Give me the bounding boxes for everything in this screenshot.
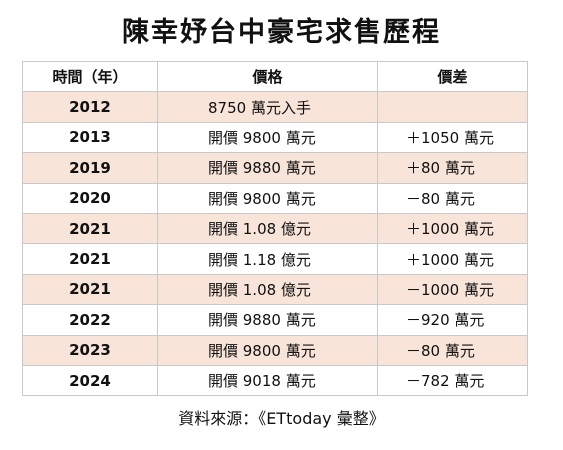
page-title: 陳幸妤台中豪宅求售歷程	[122, 17, 441, 48]
table-row: 2021 開價 1.18 億元 ＋1000 萬元	[22, 243, 528, 275]
cell-price: 開價 1.08 億元	[157, 212, 378, 245]
cell-year: 2024	[22, 364, 158, 397]
cell-diff: －920 萬元	[377, 304, 528, 336]
table-row: 2023 開價 9800 萬元 －80 萬元	[22, 334, 528, 366]
cell-price: 開價 9800 萬元	[157, 121, 378, 154]
cell-year: 2022	[22, 304, 158, 336]
header-price: 價格	[157, 60, 378, 93]
price-history-table: 時間（年） 價格 價差 2012 8750 萬元入手 2013 開價 9800 …	[22, 60, 528, 397]
table-header-row: 時間（年） 價格 價差	[22, 60, 528, 93]
cell-year: 2020	[22, 182, 158, 214]
cell-diff: －782 萬元	[377, 364, 528, 397]
cell-price: 開價 9018 萬元	[157, 364, 378, 397]
cell-price: 開價 1.18 億元	[157, 243, 378, 275]
cell-year: 2019	[22, 152, 158, 184]
table-row: 2013 開價 9800 萬元 ＋1050 萬元	[22, 121, 528, 154]
cell-diff: ＋1000 萬元	[377, 243, 528, 275]
cell-year: 2021	[22, 243, 158, 275]
cell-diff: －80 萬元	[377, 334, 528, 366]
source-note: 資料來源：《ETtoday 彙整》	[178, 409, 385, 428]
cell-year: 2012	[22, 91, 158, 123]
table-row: 2021 開價 1.08 億元 ＋1000 萬元	[22, 212, 528, 245]
table-row: 2024 開價 9018 萬元 －782 萬元	[22, 364, 528, 397]
table-row: 2012 8750 萬元入手	[22, 91, 528, 123]
cell-diff: ＋1050 萬元	[377, 121, 528, 154]
cell-price: 開價 9800 萬元	[157, 182, 378, 214]
table-row: 2019 開價 9880 萬元 ＋80 萬元	[22, 152, 528, 184]
cell-price: 開價 1.08 億元	[157, 273, 378, 306]
cell-price: 開價 9800 萬元	[157, 334, 378, 366]
table-row: 2020 開價 9800 萬元 －80 萬元	[22, 182, 528, 214]
cell-diff: －1000 萬元	[377, 273, 528, 306]
cell-price: 8750 萬元入手	[157, 91, 378, 123]
cell-year: 2021	[22, 273, 158, 306]
header-year: 時間（年）	[22, 60, 158, 93]
cell-diff: ＋80 萬元	[377, 152, 528, 184]
table-row: 2022 開價 9880 萬元 －920 萬元	[22, 304, 528, 336]
cell-price: 開價 9880 萬元	[157, 304, 378, 336]
cell-year: 2013	[22, 121, 158, 154]
table-row: 2021 開價 1.08 億元 －1000 萬元	[22, 273, 528, 306]
header-diff: 價差	[377, 60, 528, 93]
cell-diff: ＋1000 萬元	[377, 212, 528, 245]
cell-diff: －80 萬元	[377, 182, 528, 214]
cell-diff	[377, 91, 528, 123]
cell-price: 開價 9880 萬元	[157, 152, 378, 184]
cell-year: 2023	[22, 334, 158, 366]
cell-year: 2021	[22, 212, 158, 245]
